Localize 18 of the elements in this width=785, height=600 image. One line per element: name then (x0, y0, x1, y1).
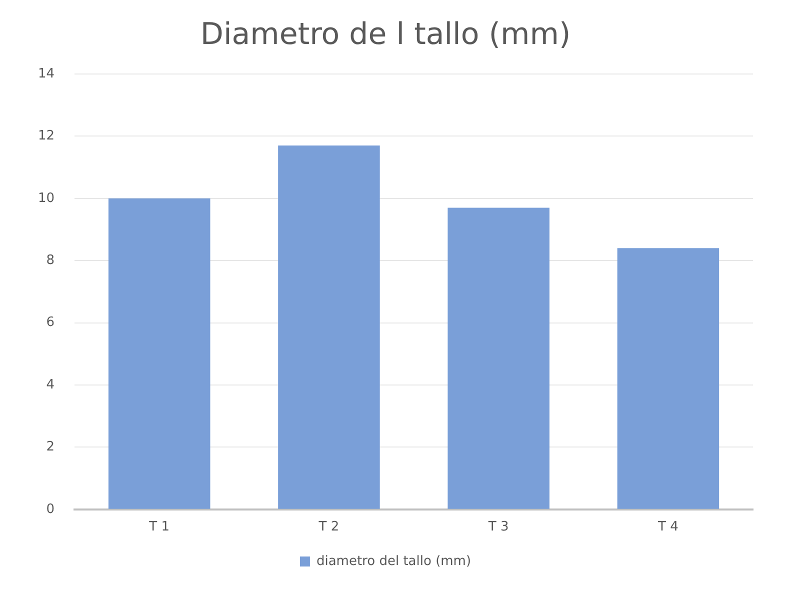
legend-label: diametro del tallo (mm) (316, 554, 472, 569)
y-tick-label: 12 (38, 128, 55, 144)
bar (617, 248, 720, 509)
y-tick-label: 8 (46, 252, 55, 268)
chart-title: Diametro de l tallo (mm) (200, 16, 571, 52)
y-tick-label: 2 (46, 440, 55, 455)
y-tick-label: 0 (46, 502, 55, 517)
x-tick-label: T 3 (487, 520, 509, 535)
bar (108, 198, 210, 509)
y-tick-label: 14 (38, 66, 55, 82)
y-tick-label: 4 (46, 377, 55, 392)
x-tick-label: T 1 (148, 520, 170, 535)
y-tick-label: 10 (38, 190, 55, 206)
x-tick-label: T 4 (657, 520, 678, 535)
y-tick-label: 6 (46, 315, 55, 330)
x-tick-label: T 2 (318, 520, 340, 535)
bar (448, 208, 550, 509)
bar (278, 146, 380, 509)
